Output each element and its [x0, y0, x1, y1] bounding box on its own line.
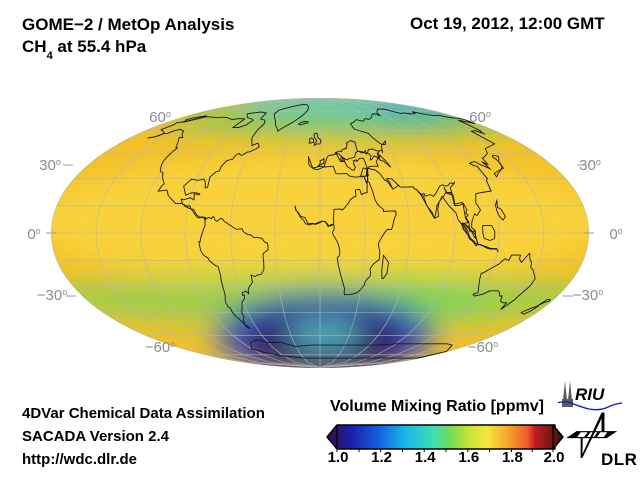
svg-text:−60o: −60o [468, 339, 498, 356]
svg-text:0o: 0o [609, 226, 622, 243]
svg-text:30o: 30o [39, 157, 61, 174]
svg-text:−60o: −60o [145, 339, 175, 356]
svg-text:60o: 60o [469, 109, 491, 126]
svg-text:0o: 0o [27, 226, 40, 243]
svg-text:−30o: −30o [573, 287, 603, 304]
svg-text:−30o: −30o [37, 287, 67, 304]
